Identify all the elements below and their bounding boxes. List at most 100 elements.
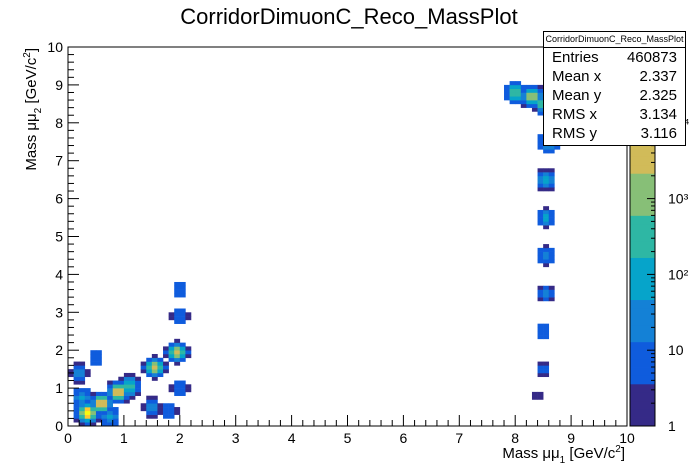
heatmap-cell	[543, 168, 550, 173]
heatmap-cell	[537, 255, 544, 260]
heatmap-cell	[168, 312, 175, 317]
heatmap-cell	[179, 391, 186, 396]
heatmap-cell	[543, 247, 550, 252]
stats-value: 3.134	[639, 106, 677, 123]
heatmap-cell	[79, 365, 86, 370]
heatmap-cell	[515, 92, 522, 97]
heatmap-cell	[79, 372, 86, 378]
heatmap-cell	[537, 179, 544, 184]
heatmap-cell	[151, 414, 158, 419]
heatmap-cell	[140, 403, 147, 408]
x-tick-label: 7	[455, 430, 463, 446]
palette-cell	[630, 164, 655, 174]
heatmap-cell	[548, 172, 555, 177]
heatmap-cell	[84, 403, 91, 408]
heatmap-cell	[95, 399, 102, 404]
heatmap-cell	[73, 410, 80, 415]
palette-cell	[630, 223, 655, 233]
heatmap-cell	[543, 221, 550, 226]
y-tick-label: 6	[55, 191, 63, 207]
heatmap-cell	[179, 293, 186, 298]
y-tick-label: 8	[55, 115, 63, 131]
heatmap-cell	[543, 244, 550, 249]
heatmap-cell	[168, 407, 175, 412]
heatmap-cell	[135, 376, 141, 381]
y-tick-label: 1	[55, 380, 63, 396]
heatmap-cell	[531, 107, 538, 112]
heatmap-cell	[537, 96, 544, 101]
heatmap-cell	[73, 418, 80, 423]
z-tick-label: 1	[668, 418, 676, 434]
heatmap-cell	[79, 418, 86, 423]
heatmap-cell	[537, 137, 544, 143]
y-tick-label: 9	[55, 77, 63, 93]
heatmap-cell	[537, 285, 544, 290]
x-tick-label: 10	[619, 430, 635, 446]
palette-cell	[630, 341, 655, 351]
heatmap-cell	[174, 407, 181, 412]
heatmap-cell	[185, 353, 192, 359]
heatmap-cell	[73, 369, 80, 374]
heatmap-cell	[554, 145, 561, 150]
stats-label: Mean x	[552, 68, 602, 85]
heatmap-cell	[163, 407, 169, 412]
heatmap-cell	[90, 418, 97, 423]
heatmap-cell	[140, 369, 147, 374]
heatmap-cell	[179, 346, 186, 351]
heatmap-cell	[509, 96, 516, 101]
heatmap-cell	[543, 183, 550, 188]
stats-box: CorridorDimuonC_Reco_MassPlot Entries 46…	[543, 31, 686, 146]
heatmap-cell	[112, 391, 119, 396]
heatmap-cell	[185, 384, 192, 389]
heatmap-cell	[107, 418, 114, 423]
heatmap-cell	[526, 103, 533, 108]
heatmap-cell	[79, 403, 86, 408]
heatmap-cell	[543, 285, 550, 290]
y-tick-label: 5	[55, 229, 63, 245]
heatmap-cell	[118, 384, 125, 389]
heatmap-cell	[95, 350, 102, 355]
heatmap-cell	[179, 281, 186, 287]
palette-cell	[630, 173, 655, 183]
heatmap-cell	[543, 217, 550, 222]
heatmap-cell	[520, 100, 527, 105]
heatmap-cell	[118, 380, 125, 385]
heatmap-cell	[84, 395, 91, 400]
heatmap-cell	[157, 407, 164, 412]
heatmap-cell	[543, 331, 550, 336]
heatmap-cell	[174, 289, 181, 294]
heatmap-cell	[531, 88, 538, 93]
heatmap-cell	[543, 289, 550, 294]
heatmap-cell	[543, 225, 550, 230]
heatmap-cell	[174, 350, 181, 355]
heatmap-cell	[537, 103, 544, 108]
y-tick-label: 3	[55, 304, 63, 320]
heatmap-cell	[548, 259, 555, 264]
heatmap-cell	[84, 418, 91, 423]
heatmap-cell	[73, 365, 80, 370]
heatmap-cell	[537, 209, 544, 215]
y-tick-label: 0	[55, 418, 63, 434]
heatmap-cell	[537, 107, 544, 112]
heatmap-cell	[537, 141, 544, 146]
heatmap-cell	[163, 361, 169, 366]
heatmap-cell	[146, 372, 153, 378]
heatmap-cell	[123, 395, 130, 400]
heatmap-cell	[168, 384, 175, 389]
heatmap-cell	[107, 391, 114, 396]
heatmap-cell	[101, 418, 108, 423]
heatmap-cell	[90, 395, 97, 400]
heatmap-cell	[185, 312, 192, 317]
heatmap-cell	[174, 410, 181, 415]
heatmap-cell	[107, 422, 114, 427]
heatmap-cell	[537, 145, 544, 150]
stats-label: Entries	[552, 49, 599, 66]
heatmap-cell	[163, 346, 169, 351]
heatmap-cell	[174, 388, 181, 393]
heatmap-cell	[140, 365, 147, 370]
palette-cell	[630, 417, 655, 427]
heatmap-cell	[151, 369, 158, 374]
heatmap-cells	[68, 81, 561, 427]
heatmap-cell	[123, 384, 130, 389]
heatmap-cell	[548, 255, 555, 260]
